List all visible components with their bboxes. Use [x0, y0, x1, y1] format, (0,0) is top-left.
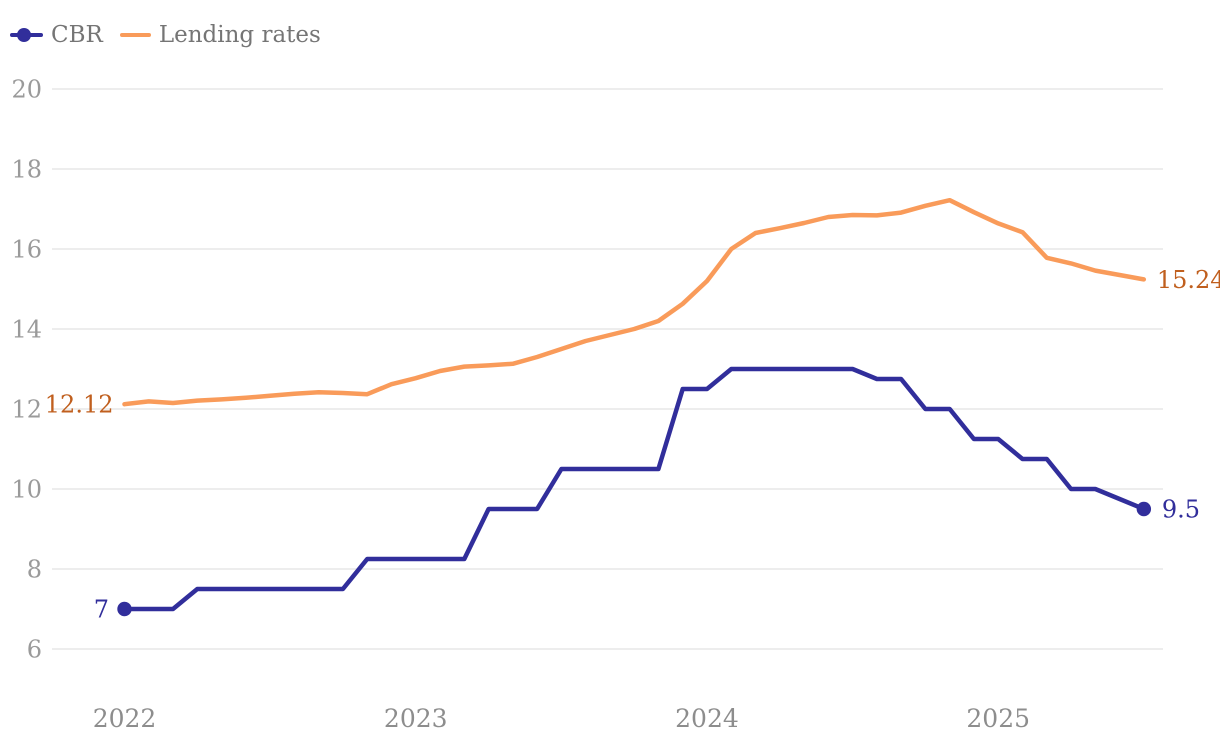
chart-legend: CBR Lending rates: [10, 21, 321, 49]
y-tick-label-14: 14: [11, 316, 42, 344]
cbr-end-dot: [1136, 501, 1152, 517]
cbr-start-value-label: 7: [94, 596, 109, 624]
lending-rates-end-value-label: 15.24: [1157, 266, 1220, 294]
legend-label-cbr: CBR: [51, 22, 103, 48]
cbr-line: [122, 366, 1147, 612]
y-tick-label-8: 8: [27, 556, 42, 584]
x-tick-label-2024: 2024: [675, 704, 739, 733]
lending-line-swatch: [119, 33, 151, 37]
x-tick-label-2023: 2023: [384, 704, 448, 733]
y-tick-label-18: 18: [11, 156, 42, 184]
lending-rates-line: [122, 197, 1147, 407]
legend-item-cbr[interactable]: CBR: [10, 21, 103, 49]
y-tick-label-10: 10: [11, 476, 42, 504]
y-tick-label-20: 20: [11, 76, 42, 104]
y-tick-label-6: 6: [27, 636, 42, 664]
cbr-end-value-label: 9.5: [1162, 496, 1200, 524]
y-tick-label-16: 16: [11, 236, 42, 264]
y-tick-label-12: 12: [11, 396, 42, 424]
x-tick-label-2025: 2025: [966, 704, 1030, 733]
cbr-start-dot: [117, 601, 132, 617]
cbr-line-dot-swatch: [10, 28, 43, 42]
legend-item-lending-rates[interactable]: Lending rates: [119, 21, 321, 49]
lending-rates-start-value-label: 12.12: [45, 391, 114, 419]
x-tick-label-2022: 2022: [93, 704, 157, 733]
legend-label-lending-rates: Lending rates: [158, 22, 321, 48]
